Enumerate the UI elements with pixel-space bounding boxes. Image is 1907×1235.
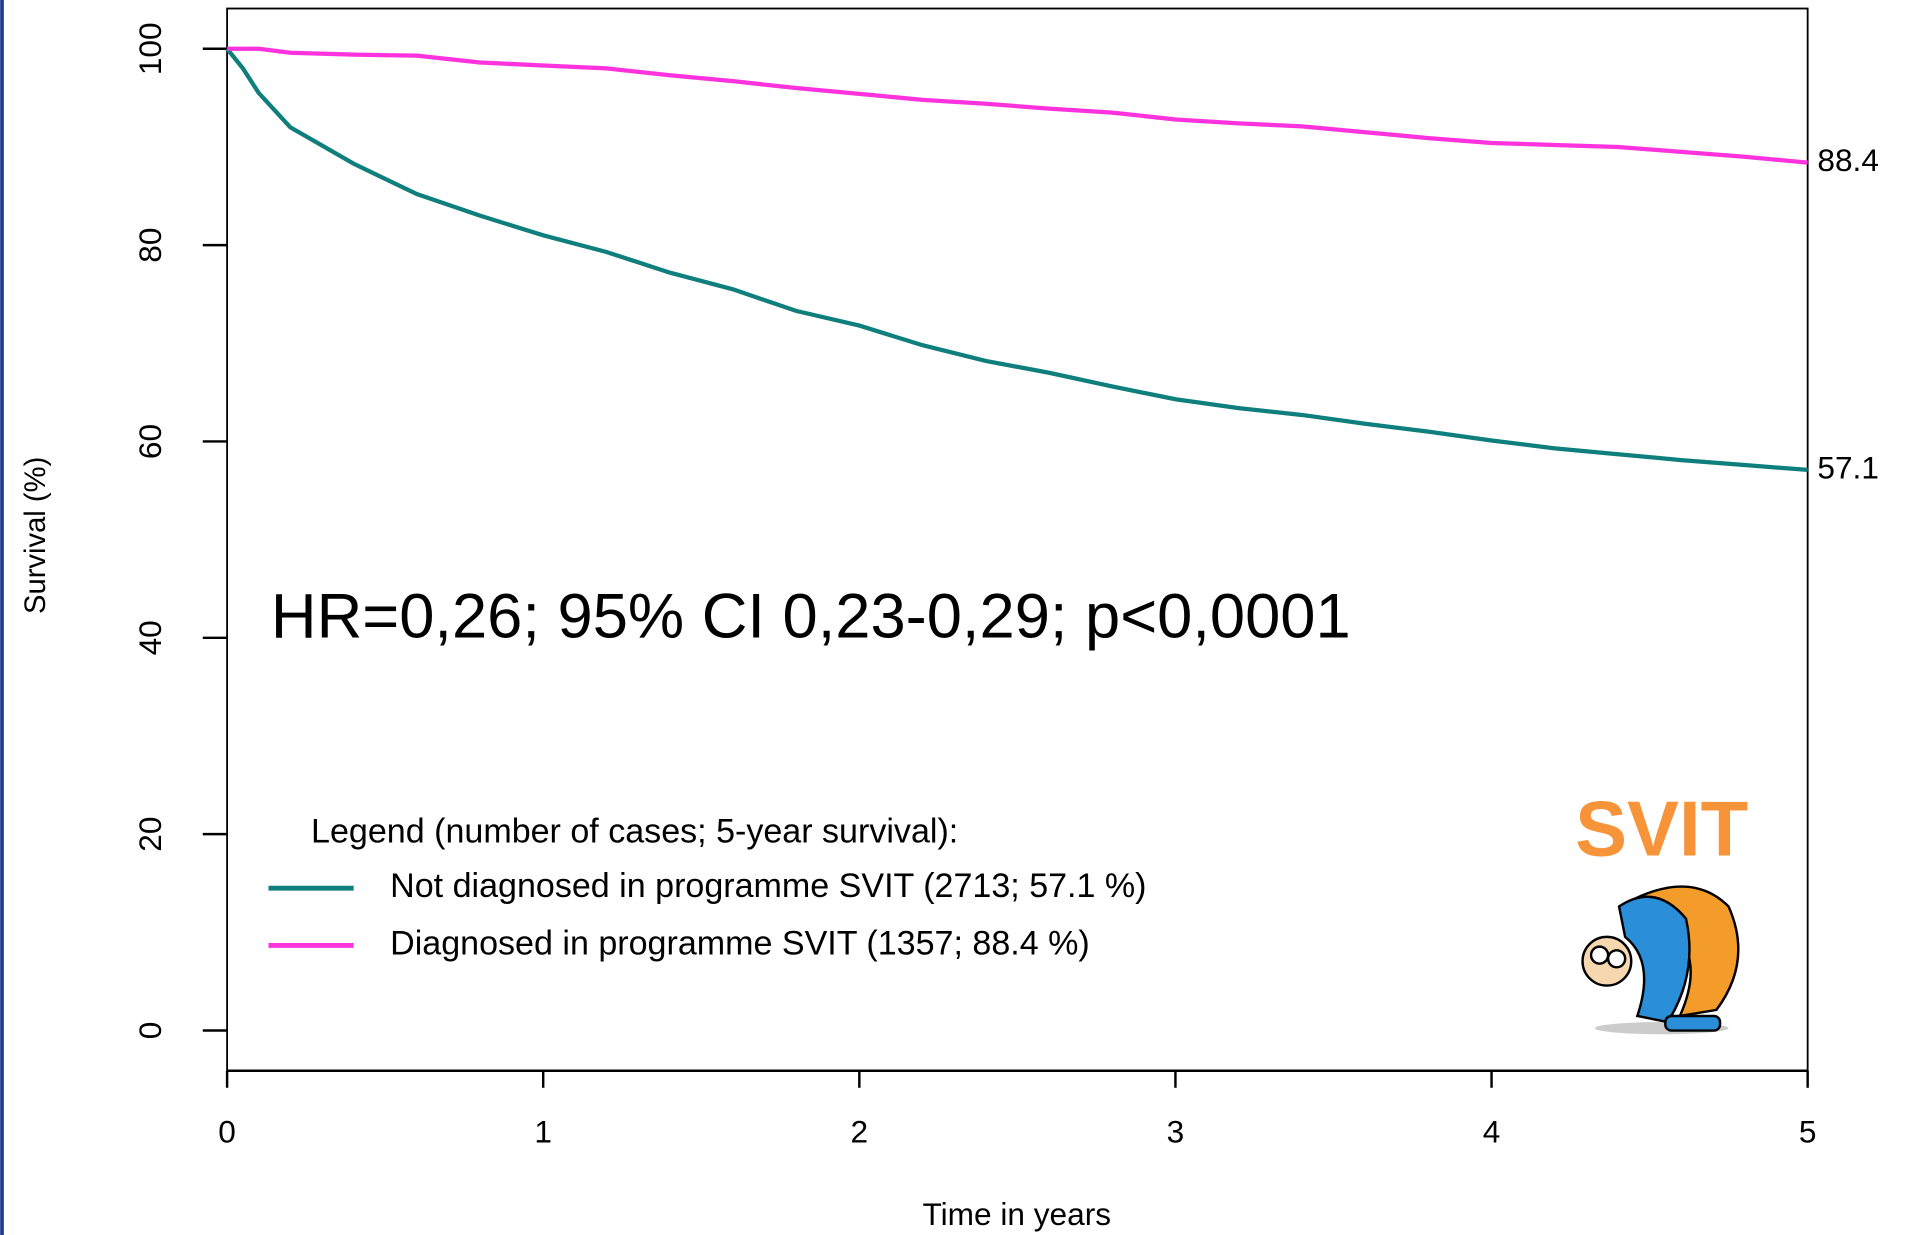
y-axis-label: Survival (%) (20, 457, 52, 614)
legend-label: Not diagnosed in programme SVIT (2713; 5… (390, 867, 1146, 905)
x-tick-label: 0 (218, 1113, 236, 1149)
end-label: 88.4 (1817, 142, 1879, 178)
y-tick-label: 0 (132, 1022, 168, 1040)
annotation: HR=0,26; 95% CI 0,23-0,29; p<0,0001 (271, 581, 1351, 651)
x-axis-label: Time in years (922, 1196, 1111, 1232)
y-tick-label: 80 (132, 228, 168, 263)
x-tick-label: 3 (1167, 1113, 1185, 1149)
legend-label: Diagnosed in programme SVIT (1357; 88.4 … (390, 924, 1090, 962)
x-tick-label: 5 (1799, 1113, 1817, 1149)
x-tick-label: 1 (534, 1113, 552, 1149)
logo-text: SVIT (1575, 785, 1748, 872)
end-label: 57.1 (1817, 449, 1879, 485)
x-tick-label: 4 (1483, 1113, 1501, 1149)
y-tick-label: 20 (132, 817, 168, 852)
plot-box (226, 7, 1809, 1072)
survival-line (225, 47, 1808, 473)
logo-figure (1581, 885, 1740, 1035)
x-tick-label: 2 (851, 1113, 869, 1149)
y-tick-label: 40 (132, 620, 168, 655)
y-tick-label: 60 (132, 424, 168, 459)
y-tick-label: 100 (132, 22, 168, 75)
legend-title: Legend (number of cases; 5-year survival… (311, 812, 958, 850)
survival-line (227, 46, 1808, 165)
